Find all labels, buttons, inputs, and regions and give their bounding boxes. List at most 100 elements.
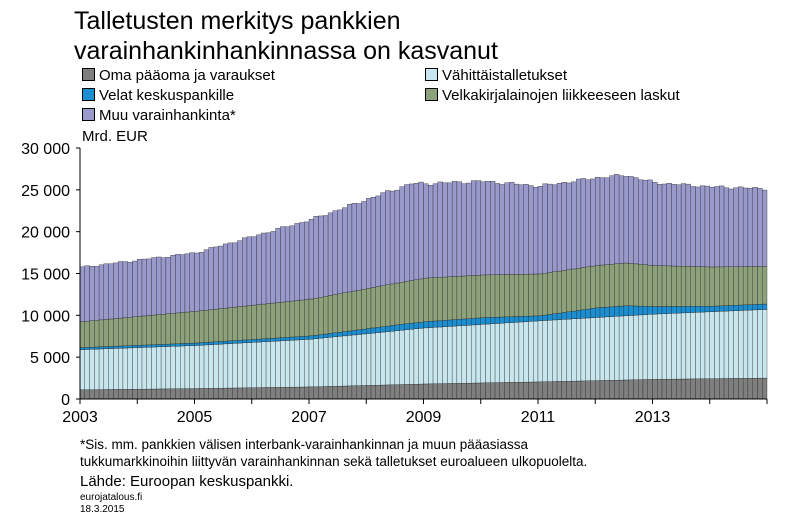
bar-segment (194, 342, 200, 346)
bar-segment (399, 282, 405, 325)
bar-segment (633, 305, 639, 316)
bar-segment (213, 341, 219, 345)
bar-segment (366, 333, 372, 386)
bar-segment (156, 388, 162, 400)
bar-segment (141, 344, 147, 348)
bar-segment (556, 183, 563, 272)
bar-segment (170, 343, 176, 347)
bar-segment (657, 379, 663, 400)
bar-segment (380, 285, 386, 327)
bar-segment (94, 348, 100, 390)
bar-segment (280, 340, 286, 388)
bar-segment (265, 338, 272, 342)
bar-segment (685, 306, 691, 313)
bar-segment (690, 266, 696, 307)
bar-segment (723, 266, 730, 306)
bar-segment (137, 345, 143, 348)
bar-segment (680, 266, 687, 307)
bar-segment (509, 382, 515, 400)
bar-segment (680, 183, 687, 267)
bar-segment (261, 338, 267, 342)
bar-segment (757, 188, 763, 267)
bar-segment (466, 382, 472, 400)
bar-segment (623, 379, 629, 400)
bar-segment (370, 287, 376, 329)
bar-segment (284, 337, 291, 341)
bar-segment (127, 345, 133, 349)
bar-segment (261, 387, 267, 400)
bar-segment (261, 232, 267, 305)
bar-segment (604, 316, 610, 381)
bar-segment (394, 330, 400, 385)
bar-segment (480, 274, 486, 318)
legend-item-vahittaistalletukset: Vähittäistalletukset (425, 67, 567, 85)
bar-segment (170, 313, 176, 345)
bar-segment (409, 323, 415, 330)
bar-segment (442, 276, 448, 321)
bar-segment (256, 341, 262, 388)
bar-segment (423, 183, 429, 279)
bar-segment (304, 299, 310, 337)
bar-segment (547, 381, 553, 400)
unit-label: Mrd. EUR (82, 128, 148, 145)
bar-segment (98, 264, 105, 321)
bar-segment (494, 274, 501, 318)
bar-segment (633, 177, 639, 265)
bar-segment (690, 378, 696, 400)
bar-segment (313, 216, 319, 299)
bar-segment (437, 326, 443, 384)
bar-segment (137, 259, 143, 317)
bar-segment (757, 304, 763, 310)
bar-segment (566, 269, 572, 312)
bar-segment (700, 185, 706, 267)
bar-segment (251, 342, 257, 388)
bar-segment (447, 383, 453, 400)
bar-segment (418, 383, 424, 400)
bar-segment (676, 312, 682, 380)
bar-segment (175, 343, 181, 347)
y-tick-label: 15 000 (21, 267, 70, 284)
bar-segment (270, 231, 276, 304)
bar-segment (537, 320, 543, 383)
bar-segment (366, 198, 372, 289)
bar-segment (375, 327, 381, 333)
bar-segment (599, 380, 605, 400)
legend-item-muu-varainhankinta: Muu varainhankinta* (82, 107, 236, 125)
footnote: *Sis. mm. pankkien välisen interbank-var… (80, 436, 780, 470)
bar-segment (375, 384, 381, 400)
date-label: 18.3.2015 (80, 504, 125, 515)
bar-segment (394, 282, 400, 326)
bar-segment (709, 306, 715, 312)
bar-segment (475, 275, 481, 319)
bar-segment (89, 349, 95, 390)
bar-segment (218, 343, 224, 389)
bar-segment (542, 314, 548, 321)
bar-segment (575, 310, 582, 319)
bar-segment (671, 313, 677, 380)
bar-segment (375, 286, 381, 328)
bar-segment (742, 310, 749, 379)
bar-segment (499, 184, 505, 275)
bar-segment (466, 318, 472, 326)
bar-segment (742, 187, 749, 267)
bar-segment (370, 327, 376, 334)
bar-segment (98, 346, 105, 350)
bar-segment (590, 380, 596, 400)
bar-segment (623, 176, 629, 264)
bar-segment (389, 283, 396, 326)
bar-segment (409, 329, 415, 385)
bar-segment (757, 266, 763, 305)
bar-segment (313, 386, 319, 400)
bar-segment (332, 294, 338, 333)
bar-segment (127, 389, 133, 400)
bar-segment (280, 226, 286, 303)
chart-legend: Oma pääoma ja varaukset Vähittäistalletu… (82, 67, 782, 127)
bar-segment (184, 343, 190, 346)
bar-segment (595, 265, 601, 308)
bar-segment (485, 382, 491, 400)
bar-segment (504, 182, 510, 275)
bar-segment (222, 387, 229, 400)
bar-segment (132, 389, 138, 400)
bar-segment (719, 378, 725, 400)
bar-segment (409, 384, 415, 400)
